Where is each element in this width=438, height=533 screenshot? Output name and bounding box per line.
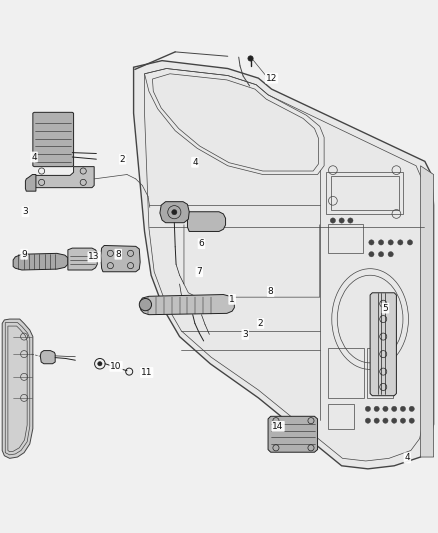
Circle shape bbox=[365, 418, 371, 423]
Polygon shape bbox=[187, 212, 226, 231]
Circle shape bbox=[388, 252, 393, 257]
Circle shape bbox=[248, 56, 253, 61]
Text: 9: 9 bbox=[21, 250, 27, 259]
Polygon shape bbox=[370, 293, 396, 395]
Bar bbox=[328, 223, 363, 253]
Bar bbox=[367, 348, 393, 398]
Circle shape bbox=[398, 240, 403, 245]
Circle shape bbox=[369, 252, 374, 257]
Circle shape bbox=[139, 298, 152, 311]
Circle shape bbox=[383, 406, 388, 411]
Circle shape bbox=[400, 406, 406, 411]
Text: 1: 1 bbox=[229, 295, 235, 304]
Text: 7: 7 bbox=[196, 267, 202, 276]
Bar bbox=[328, 405, 354, 429]
Polygon shape bbox=[160, 201, 189, 223]
Polygon shape bbox=[34, 167, 94, 188]
Text: 13: 13 bbox=[88, 252, 100, 261]
Circle shape bbox=[409, 406, 414, 411]
Text: 10: 10 bbox=[110, 362, 122, 371]
Polygon shape bbox=[140, 295, 234, 314]
Text: 11: 11 bbox=[141, 368, 152, 377]
Circle shape bbox=[388, 240, 393, 245]
Bar bbox=[331, 176, 399, 211]
Circle shape bbox=[98, 361, 102, 366]
Circle shape bbox=[392, 418, 397, 423]
Circle shape bbox=[172, 209, 177, 215]
Circle shape bbox=[409, 418, 414, 423]
Circle shape bbox=[383, 418, 388, 423]
Polygon shape bbox=[13, 253, 68, 270]
Text: 3: 3 bbox=[22, 207, 28, 216]
Text: 5: 5 bbox=[382, 304, 389, 313]
Text: 3: 3 bbox=[242, 330, 248, 339]
Circle shape bbox=[339, 218, 344, 223]
Circle shape bbox=[374, 418, 379, 423]
Circle shape bbox=[348, 218, 353, 223]
Circle shape bbox=[407, 240, 413, 245]
Circle shape bbox=[369, 240, 374, 245]
Text: 14: 14 bbox=[272, 422, 284, 431]
Polygon shape bbox=[40, 351, 55, 364]
Text: 6: 6 bbox=[198, 239, 205, 248]
Circle shape bbox=[400, 418, 406, 423]
Polygon shape bbox=[420, 166, 434, 457]
Circle shape bbox=[392, 406, 397, 411]
Polygon shape bbox=[25, 174, 36, 191]
Text: 8: 8 bbox=[268, 287, 274, 296]
Polygon shape bbox=[134, 61, 434, 469]
Circle shape bbox=[374, 406, 379, 411]
Text: 2: 2 bbox=[258, 319, 263, 328]
Polygon shape bbox=[101, 246, 140, 272]
Circle shape bbox=[378, 252, 384, 257]
Polygon shape bbox=[33, 112, 74, 167]
Text: 12: 12 bbox=[266, 74, 277, 83]
Circle shape bbox=[378, 240, 384, 245]
Text: 4: 4 bbox=[192, 158, 198, 167]
Polygon shape bbox=[268, 416, 318, 452]
Bar bbox=[326, 172, 403, 214]
Polygon shape bbox=[2, 319, 33, 458]
Text: 4: 4 bbox=[405, 454, 410, 463]
Text: 2: 2 bbox=[120, 155, 125, 164]
Text: 8: 8 bbox=[115, 250, 121, 259]
Circle shape bbox=[365, 406, 371, 411]
Circle shape bbox=[330, 218, 336, 223]
Polygon shape bbox=[68, 248, 97, 270]
Bar bbox=[328, 348, 364, 398]
Text: 4: 4 bbox=[32, 152, 37, 161]
